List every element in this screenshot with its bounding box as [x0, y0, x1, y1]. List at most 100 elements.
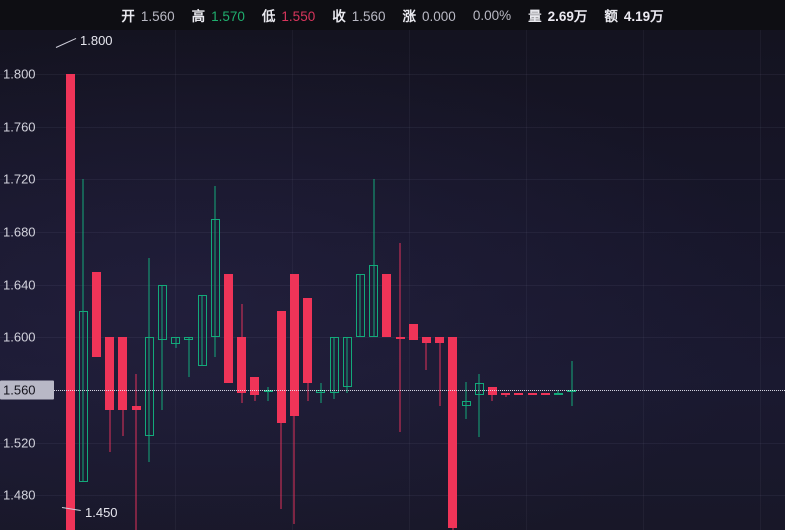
- quote-low: 低 1.550: [262, 5, 315, 25]
- candle: [91, 30, 101, 530]
- candle: [171, 30, 181, 530]
- candle: [184, 30, 194, 530]
- quote-low-label: 低: [261, 9, 276, 24]
- candle-body: [131, 405, 141, 410]
- quote-change-value: 0.000: [422, 9, 456, 24]
- y-axis: 1.800 1.760 1.720 1.680 1.640 1.600 1.560 1.520…: [0, 30, 60, 530]
- candle: [369, 30, 379, 530]
- candle: [540, 30, 550, 530]
- candle: [223, 30, 233, 530]
- current-price-line: [0, 390, 785, 391]
- candle-body: [540, 392, 550, 395]
- candle: [382, 30, 392, 530]
- quote-change-pct-value: 0.00%: [472, 7, 512, 23]
- candle-body: [184, 337, 194, 340]
- candle-body: [118, 337, 128, 410]
- candle-wick: [320, 383, 322, 404]
- candle-body: [355, 274, 365, 338]
- candle-body: [567, 390, 577, 392]
- candle: [237, 30, 247, 530]
- quote-open: 开 1.560: [121, 5, 174, 25]
- candle-wick: [478, 374, 480, 438]
- candle: [118, 30, 128, 530]
- vertical-gridline: [175, 30, 176, 530]
- quote-open-value: 1.560: [140, 9, 175, 24]
- candle: [421, 30, 431, 530]
- candle-wick: [359, 274, 361, 338]
- candle-body: [527, 392, 537, 395]
- quote-high-value: 1.570: [211, 9, 245, 24]
- candle: [263, 30, 273, 530]
- candle-body: [237, 337, 247, 393]
- y-axis-tick-label: 1.720: [3, 171, 36, 187]
- quote-close: 收 1.560: [332, 5, 385, 25]
- candle-body: [289, 274, 299, 417]
- y-axis-tick-label: 1.800: [3, 66, 36, 82]
- candle: [303, 30, 313, 530]
- candle: [567, 30, 577, 530]
- vertical-gridline: [409, 30, 410, 530]
- candle-body: [395, 337, 405, 340]
- candle: [250, 30, 260, 530]
- candle: [461, 30, 471, 530]
- candle-body: [276, 311, 286, 423]
- quote-high: 高 1.570: [192, 5, 245, 25]
- y-axis-tick-label: 1.640: [3, 277, 36, 293]
- candle-wick: [439, 337, 441, 406]
- candle-body: [435, 337, 445, 343]
- vertical-gridline: [643, 30, 644, 530]
- candle-wick: [201, 295, 203, 367]
- y-axis-tick-label: 1.600: [3, 329, 36, 345]
- candle-body: [514, 392, 524, 395]
- quote-open-label: 开: [121, 9, 135, 24]
- candle: [105, 30, 115, 530]
- y-axis-current-price-badge[interactable]: 1.560: [0, 380, 54, 400]
- candle: [197, 30, 207, 530]
- quote-bar: 开 1.560 高 1.570 低 1.550 收 1.560 涨 0.000 0.00% 量 2.69…: [0, 0, 785, 30]
- y-axis-tick-label: 1.680: [3, 224, 36, 240]
- candle-body: [553, 392, 563, 395]
- candle-body: [223, 274, 233, 384]
- vertical-gridline: [760, 30, 761, 530]
- horizontal-gridline: [0, 337, 785, 338]
- horizontal-gridline: [0, 443, 785, 444]
- quote-change: 涨 0.000: [403, 5, 456, 25]
- candle-body: [65, 74, 75, 530]
- candle-wick: [267, 387, 269, 401]
- horizontal-gridline: [0, 495, 785, 496]
- candle-body: [369, 264, 379, 338]
- candle-wick: [148, 258, 150, 463]
- candle-body: [91, 271, 101, 358]
- candle: [487, 30, 497, 530]
- y-axis-tick-label: 1.760: [3, 119, 36, 135]
- candle-wick: [135, 374, 137, 530]
- quote-close-label: 收: [332, 9, 346, 24]
- low-annotation: 1.450: [85, 505, 118, 520]
- quote-turnover: 额 4.19万: [604, 5, 663, 25]
- candle-wick: [571, 361, 573, 406]
- candle: [474, 30, 484, 530]
- candle-body: [329, 337, 339, 393]
- candle: [408, 30, 418, 530]
- horizontal-gridline: [0, 179, 785, 180]
- candle: [65, 30, 75, 530]
- candle-body: [144, 337, 154, 437]
- candle: [329, 30, 339, 530]
- candle-wick: [373, 179, 375, 338]
- candle: [435, 30, 445, 530]
- candle: [514, 30, 524, 530]
- candle-body: [382, 274, 392, 338]
- candle-body: [408, 324, 418, 340]
- candle: [342, 30, 352, 530]
- horizontal-gridline: [0, 285, 785, 286]
- horizontal-gridline: [0, 232, 785, 233]
- candle: [553, 30, 563, 530]
- candle-wick: [175, 337, 177, 348]
- candle: [157, 30, 167, 530]
- candle-wick: [425, 337, 427, 371]
- candle: [289, 30, 299, 530]
- y-axis-tick-label: 1.520: [3, 435, 36, 451]
- chart-plot-area[interactable]: 1.800 1.450: [0, 30, 785, 530]
- candle-body: [171, 337, 181, 344]
